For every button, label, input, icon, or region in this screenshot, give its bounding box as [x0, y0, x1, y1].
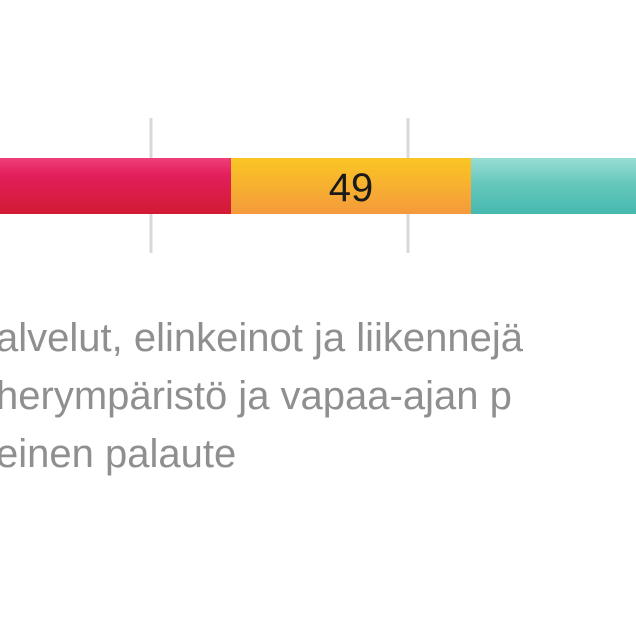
bar-segment-viherymparisto	[231, 158, 471, 214]
legend-entry: herympäristö ja vapaa-ajan p	[0, 374, 512, 418]
legend-entry: einen palaute	[0, 432, 237, 476]
legend-entry: alvelut, elinkeinot ja liikennejä	[0, 316, 523, 360]
bar-segment-yleinen-palaute	[471, 158, 636, 214]
bar-segment-palvelut	[0, 158, 231, 214]
legend: alvelut, elinkeinot ja liikennejä herymp…	[0, 312, 523, 486]
data-label: 49	[329, 166, 374, 210]
